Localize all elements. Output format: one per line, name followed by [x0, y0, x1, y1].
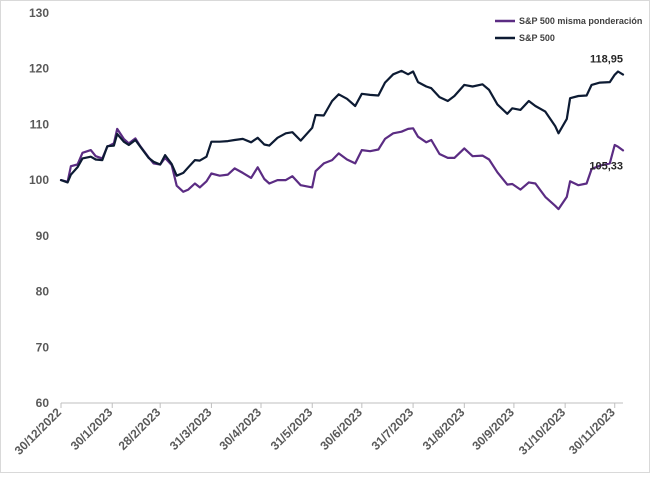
x-tick-label: 30/11/2023 — [566, 405, 618, 457]
x-tick-label: 30/4/2023 — [216, 405, 264, 453]
x-tick-label: 28/2/2023 — [116, 405, 164, 453]
x-tick-label: 30/12/2022 — [12, 405, 65, 458]
y-tick-label: 110 — [30, 117, 50, 131]
end-labels: 105,33 118,95 — [589, 54, 623, 173]
end-value-label: 118,95 — [590, 54, 623, 66]
x-tick-label: 31/10/2023 — [516, 405, 569, 458]
y-tick-label: 60 — [36, 396, 50, 410]
legend: S&P 500 misma ponderación S&P 500 — [495, 16, 642, 43]
legend-label: S&P 500 — [519, 33, 555, 43]
y-tick-label: 120 — [29, 62, 49, 76]
y-tick-label: 130 — [29, 6, 49, 20]
legend-label: S&P 500 misma ponderación — [519, 16, 642, 26]
y-axis: 60 70 80 90 100 110 120 130 — [29, 6, 49, 410]
y-tick-label: 80 — [36, 285, 50, 299]
x-tick-label: 31/7/2023 — [369, 405, 417, 453]
y-tick-label: 100 — [29, 173, 49, 187]
x-tick-label: 30/6/2023 — [317, 405, 365, 453]
y-tick-label: 70 — [36, 340, 50, 354]
x-tick-label: 31/8/2023 — [420, 405, 468, 453]
x-axis: 30/12/2022 30/1/2023 28/2/2023 31/3/2023 30/… — [12, 402, 623, 458]
x-tick-label: 31/3/2023 — [167, 405, 215, 453]
x-tick-label: 30/1/2023 — [68, 405, 116, 453]
end-value-label: 105,33 — [589, 160, 623, 172]
x-tick-label: 31/5/2023 — [268, 405, 316, 453]
series-layer — [59, 69, 625, 211]
series-line-equal-weight — [59, 127, 625, 211]
x-tick-label: 30/9/2023 — [469, 405, 517, 453]
y-tick-label: 90 — [36, 229, 50, 243]
series-line-sp500 — [59, 69, 625, 184]
